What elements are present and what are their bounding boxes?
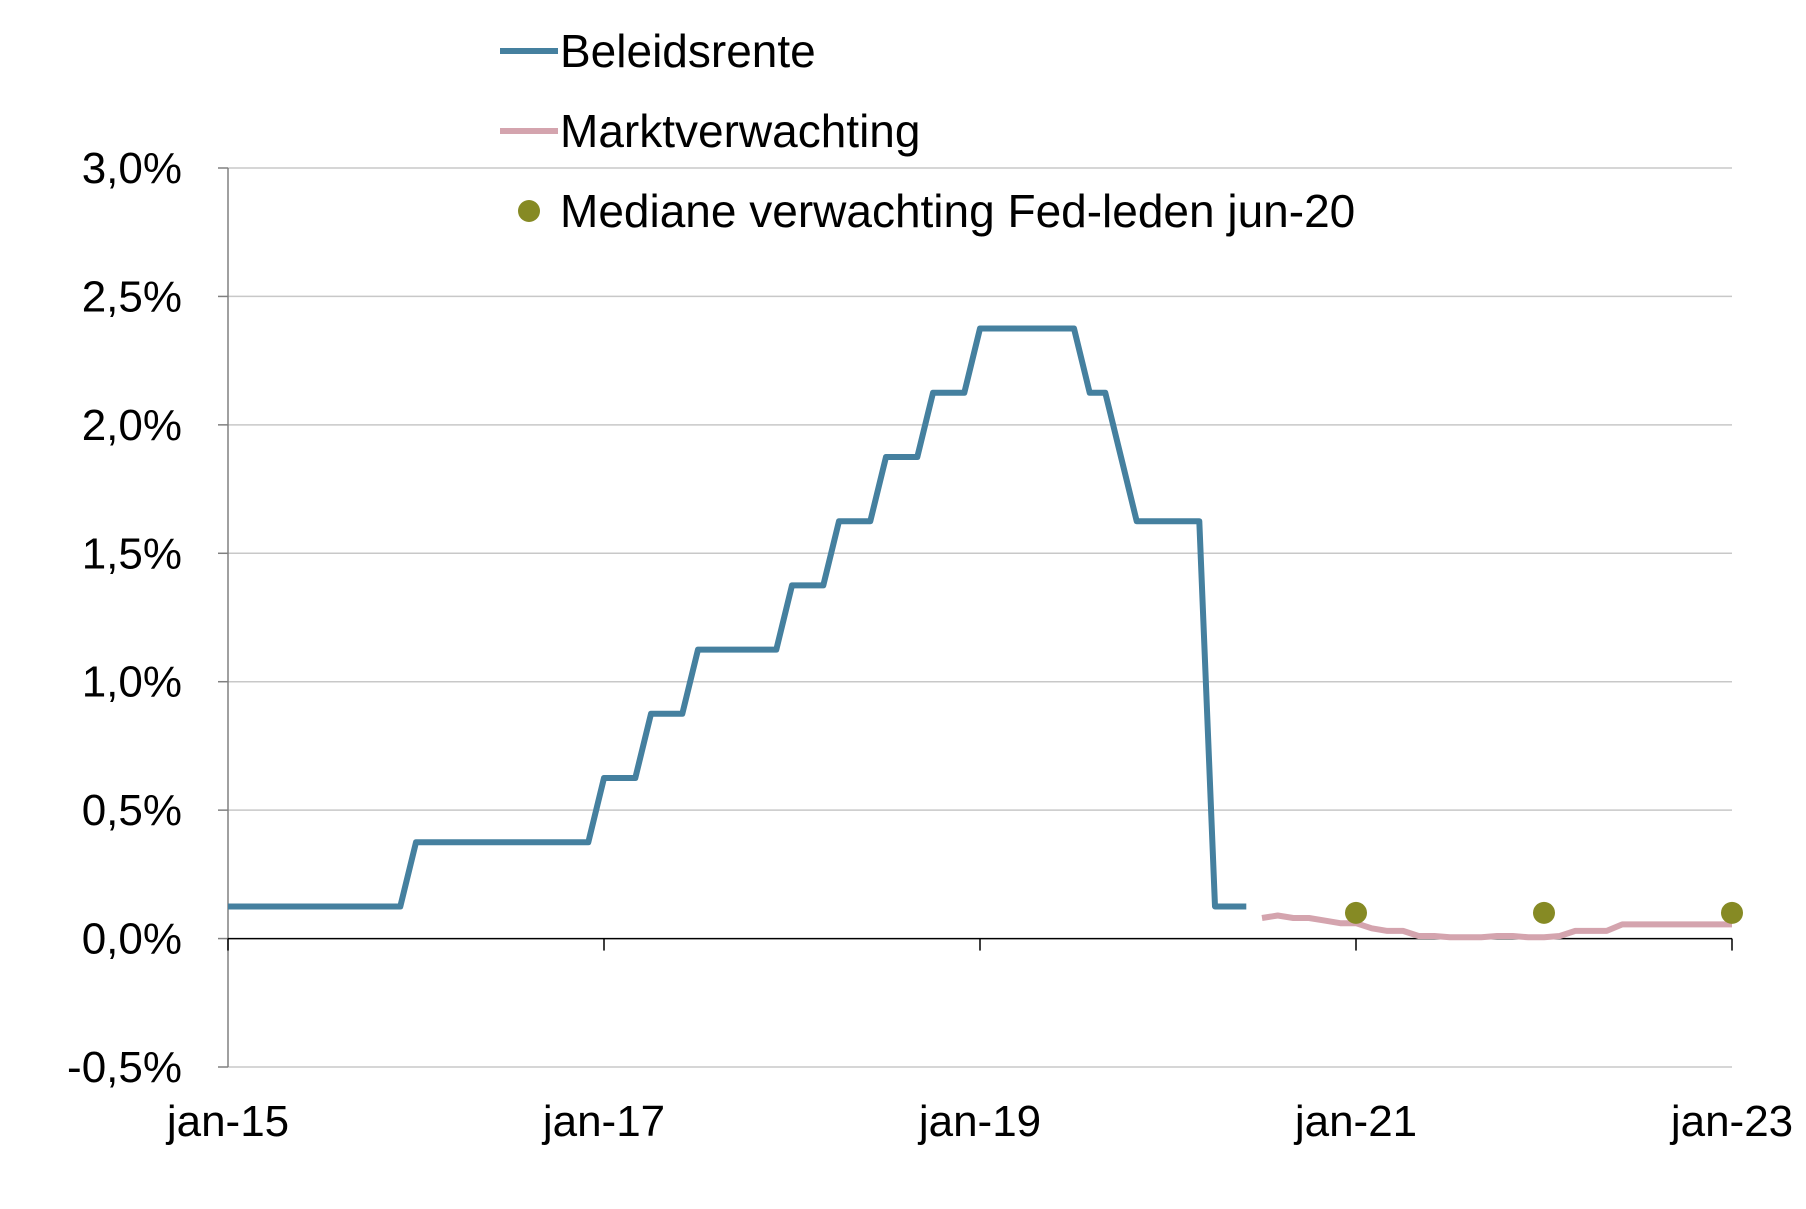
y-tick-label: 2,5%: [82, 272, 182, 321]
series-line-beleidsrente: [228, 325, 1247, 910]
y-tick-label: 1,0%: [82, 658, 182, 707]
y-tick-label: 0,5%: [82, 786, 182, 835]
series-layer: [228, 325, 1743, 941]
x-tick-label: jan-19: [917, 1097, 1041, 1146]
y-tick-label: 1,5%: [82, 529, 182, 578]
legend-label: Beleidsrente: [560, 25, 816, 77]
legend-swatch: [518, 200, 540, 222]
legend-label: Mediane verwachting Fed-leden jun-20: [560, 185, 1355, 237]
legend-label: Marktverwachting: [560, 105, 920, 157]
series-point-mediane-verwachting-fed-leden-jun-20: [1533, 901, 1555, 924]
axes: [218, 167, 1733, 1068]
legend: Beleidsrente Marktverwachting Mediane verw…: [500, 25, 1355, 237]
series-point-mediane-verwachting-fed-leden-jun-20: [1345, 901, 1367, 924]
x-tick-label: jan-17: [541, 1097, 665, 1146]
x-axis-tick-labels: jan-15 jan-17 jan-19 jan-21 jan-23: [165, 1097, 1793, 1146]
x-tick-label: jan-15: [165, 1097, 289, 1146]
x-tick-label: jan-23: [1669, 1097, 1793, 1146]
y-axis-tick-labels: -0,5% 0,0% 0,5% 1,0% 1,5% 2,0% 2,5% 3,0%: [67, 144, 182, 1092]
y-tick-label: 0,0%: [82, 915, 182, 964]
x-tick-label: jan-21: [1293, 1097, 1417, 1146]
y-tick-label: 3,0%: [82, 144, 182, 193]
y-tick-label: 2,0%: [82, 401, 182, 450]
series-line-marktverwachting: [1261, 912, 1732, 941]
series-point-mediane-verwachting-fed-leden-jun-20: [1721, 901, 1743, 924]
gridlines: [228, 167, 1732, 1068]
y-tick-label: -0,5%: [67, 1043, 182, 1092]
